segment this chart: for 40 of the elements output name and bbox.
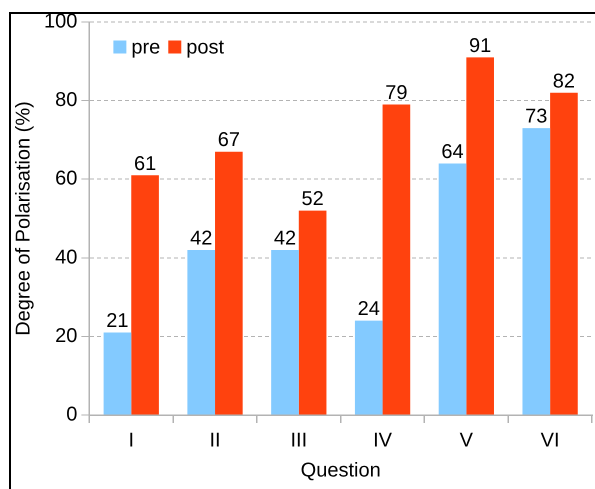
bar [466,57,494,414]
data-label: 64 [441,140,464,163]
x-tick-label: III [290,430,308,452]
bar [298,210,326,414]
x-tick-label: IV [373,430,393,452]
bar [104,332,132,414]
data-label: 24 [358,298,380,320]
data-label: 21 [106,310,129,332]
data-label: 79 [385,82,408,104]
bar [522,128,550,414]
bar [354,320,383,414]
bar [550,92,578,414]
x-tick-label: II [209,430,221,452]
legend-label: pre [131,36,160,59]
data-label: 42 [274,227,296,250]
x-tick-label: VI [540,430,560,452]
y-tick-label: 80 [55,89,78,112]
y-tick-label: 40 [55,246,78,268]
y-tick-label: 100 [44,10,78,33]
y-tick-label: 20 [55,324,78,347]
x-axis-title: Question [300,460,381,482]
data-label: 61 [134,152,156,175]
y-tick-label: 60 [55,168,78,190]
bar [215,152,243,414]
bar [382,104,410,414]
bar [187,250,216,414]
x-tick-label: I [128,430,134,452]
legend-label: post [186,36,225,59]
y-tick-label: 0 [66,404,78,426]
bar [271,250,299,414]
data-label: 52 [301,188,324,210]
data-label: 73 [525,106,548,128]
y-axis-title: Degree of Polarisation (%) [12,101,35,336]
bar [131,175,159,414]
data-label: 91 [469,34,492,57]
data-label: 82 [552,70,576,92]
data-label: 42 [190,227,212,250]
x-tick-label: V [460,430,474,452]
bar [438,163,466,414]
data-label: 67 [218,129,240,152]
